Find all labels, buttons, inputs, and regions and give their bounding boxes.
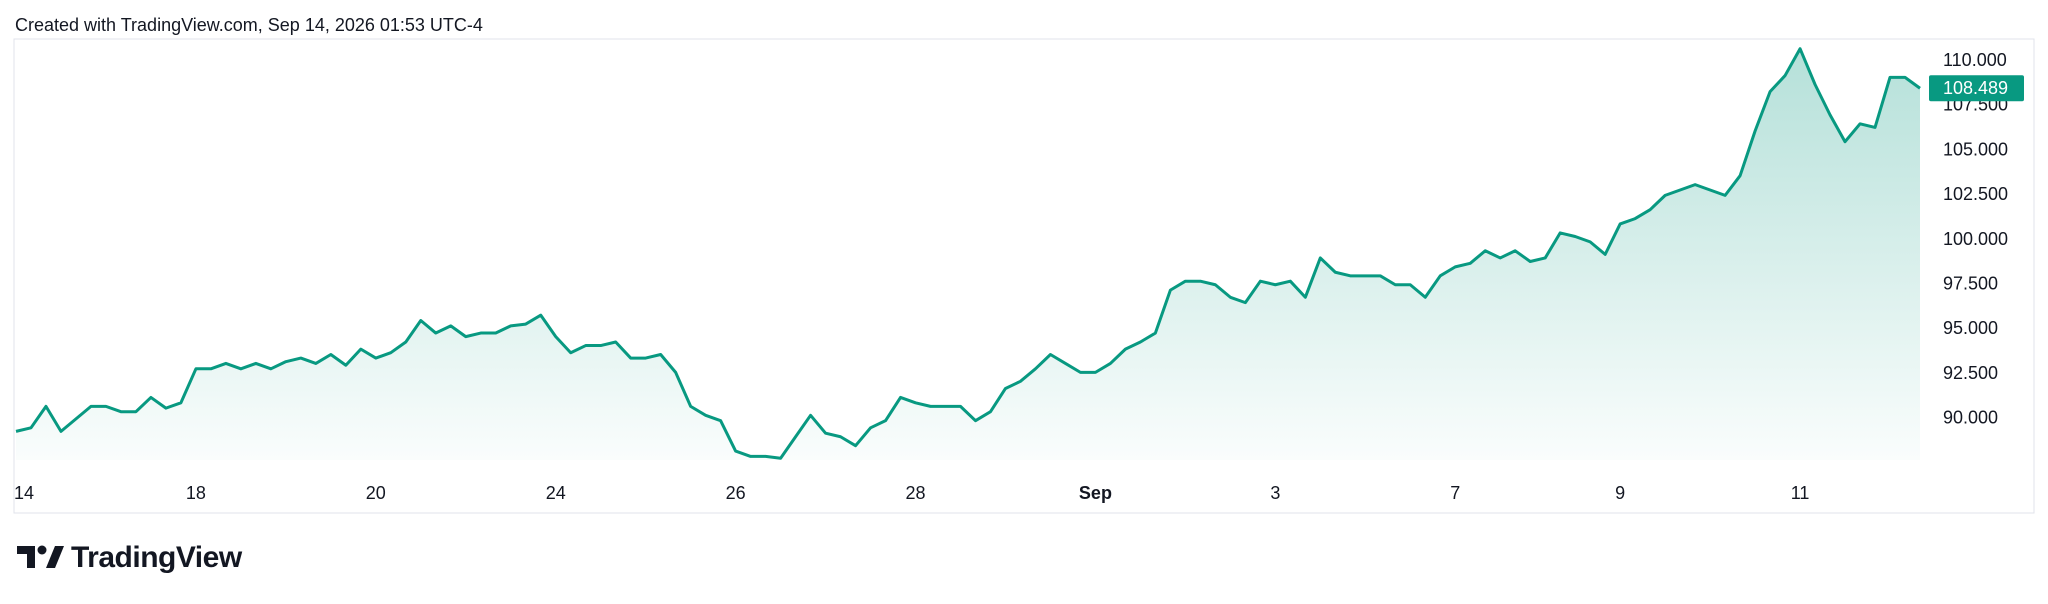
y-tick-label: 100.000 — [1943, 229, 2008, 249]
x-tick-label: 9 — [1615, 483, 1625, 503]
x-tick-label: 14 — [14, 483, 34, 503]
y-tick-label: 90.000 — [1943, 408, 1998, 428]
x-tick-label: 3 — [1270, 483, 1280, 503]
x-tick-label: 26 — [726, 483, 746, 503]
x-tick-label: 7 — [1450, 483, 1460, 503]
y-tick-label: 92.500 — [1943, 363, 1998, 383]
x-tick-label: 18 — [186, 483, 206, 503]
last-price-label: 108.489 — [1943, 78, 2008, 98]
x-tick-label: 24 — [546, 483, 566, 503]
x-tick-label: 20 — [366, 483, 386, 503]
y-tick-label: 105.000 — [1943, 139, 2008, 159]
chart-frame — [13, 38, 2035, 514]
header-text: Created with TradingView.com, Sep 14, 20… — [15, 15, 483, 35]
x-tick-label: 11 — [1791, 483, 1810, 503]
y-tick-label: 97.500 — [1943, 274, 1998, 294]
x-tick-label: 28 — [906, 483, 926, 503]
plot: 90.000 92.500 95.000 97.500 100.000 102.500 10… — [14, 47, 2024, 503]
x-tick-label: Sep — [1079, 483, 1112, 503]
brand-logo — [17, 545, 64, 568]
brand-name: TradingView — [71, 541, 243, 574]
y-tick-label: 110.000 — [1943, 50, 2007, 70]
price-line — [15, 47, 1921, 460]
y-tick-label: 102.500 — [1943, 184, 2008, 204]
y-tick-label: 95.000 — [1943, 318, 1998, 338]
area-fill — [16, 48, 1920, 460]
last-price-badge — [1929, 75, 2024, 102]
